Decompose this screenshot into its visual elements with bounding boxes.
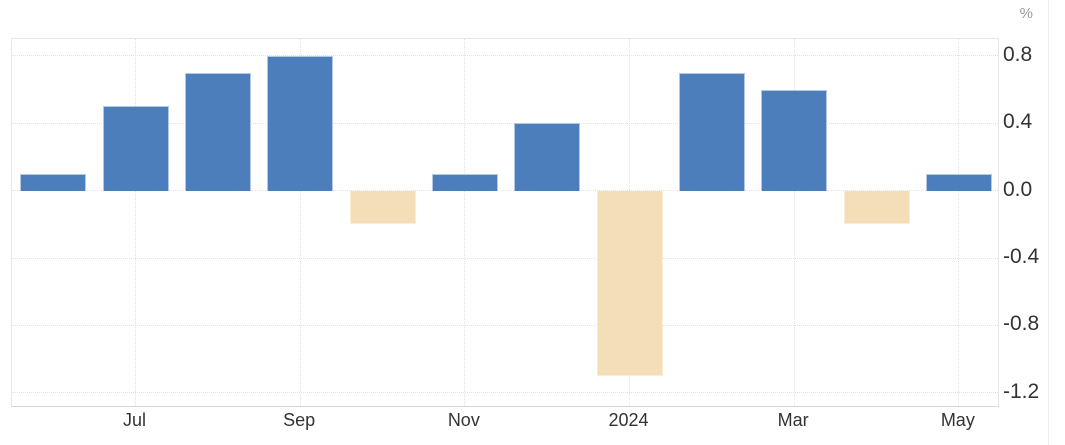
chart-bar[interactable] bbox=[925, 173, 992, 191]
chart-bar[interactable] bbox=[349, 190, 416, 225]
y-axis-tick-label: -0.8 bbox=[1003, 312, 1040, 336]
chart-bar[interactable] bbox=[267, 55, 334, 191]
chart-right-border bbox=[1048, 0, 1049, 445]
vertical-gridline bbox=[793, 39, 795, 406]
y-axis-tick-label: -0.4 bbox=[1003, 245, 1040, 269]
vertical-gridline bbox=[135, 39, 136, 406]
y-axis-tick-label: 0.0 bbox=[1003, 177, 1033, 201]
y-axis-unit-label: % bbox=[1019, 5, 1033, 22]
vertical-gridline bbox=[958, 39, 960, 406]
y-axis-tick-label: 0.8 bbox=[1003, 42, 1033, 66]
x-axis-tick-label: Mar bbox=[777, 410, 809, 430]
chart-bar[interactable] bbox=[20, 173, 87, 191]
chart-bar[interactable] bbox=[184, 72, 251, 191]
horizontal-gridline bbox=[12, 257, 998, 259]
x-axis-tick-label: Sep bbox=[283, 410, 316, 430]
horizontal-gridline bbox=[12, 324, 998, 326]
chart-bar[interactable] bbox=[431, 173, 498, 191]
plot-area bbox=[11, 38, 999, 407]
chart-bar[interactable] bbox=[761, 89, 828, 191]
horizontal-gridline bbox=[12, 190, 998, 192]
horizontal-gridline bbox=[12, 55, 998, 57]
x-axis-tick-label: May bbox=[940, 410, 975, 430]
vertical-gridline bbox=[464, 39, 466, 406]
chart-bar[interactable] bbox=[678, 72, 745, 191]
horizontal-gridline bbox=[12, 122, 998, 124]
x-axis-tick-label: 2024 bbox=[608, 410, 649, 430]
y-axis-tick-label: 0.4 bbox=[1003, 110, 1033, 134]
horizontal-gridline bbox=[12, 392, 998, 394]
chart-bar[interactable] bbox=[843, 190, 910, 225]
x-axis-tick-label: Jul bbox=[122, 410, 146, 430]
chart-bar[interactable] bbox=[596, 190, 663, 376]
vertical-gridline bbox=[299, 39, 301, 406]
y-axis-tick-label: -1.2 bbox=[1003, 379, 1040, 403]
x-axis-tick-label: Nov bbox=[447, 410, 480, 430]
chart-bar[interactable] bbox=[514, 123, 581, 191]
chart-bar[interactable] bbox=[102, 106, 169, 191]
